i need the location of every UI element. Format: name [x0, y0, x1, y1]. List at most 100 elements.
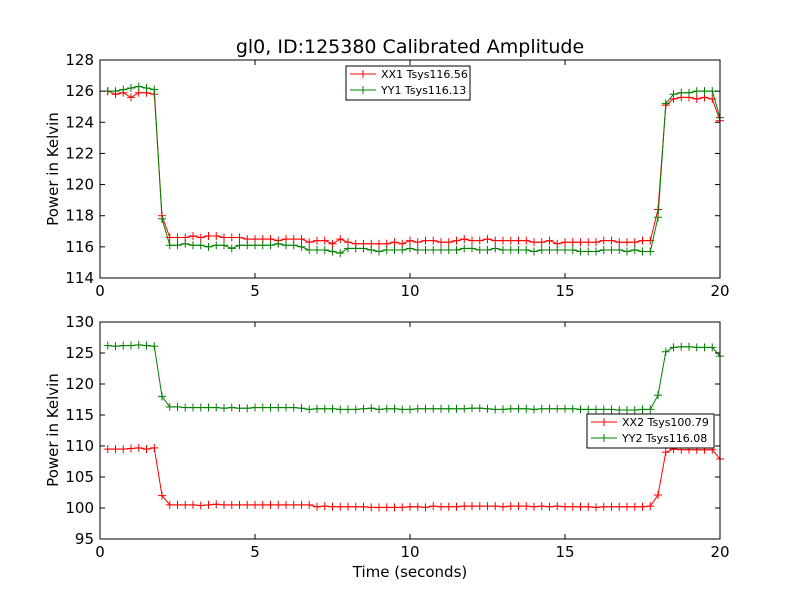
chart-bottom-series-0-point: [592, 503, 600, 512]
chart-bottom-legend-label-yy2: YY2 Tsys116.08: [621, 432, 707, 445]
chart-top-series-1-point: [553, 245, 562, 254]
chart-top-series-1-point: [530, 247, 538, 256]
chart-top-series-1-point: [142, 84, 151, 93]
chart-bottom-series-0-point: [545, 502, 554, 511]
chart-top-series-0-point: [468, 236, 476, 245]
chart-top-series-0-point: [615, 238, 624, 247]
chart-bottom-series-1-point: [142, 341, 151, 350]
chart-top-series-1-point: [375, 247, 383, 256]
chart-bottom-series-1-point: [530, 405, 538, 414]
chart-top-series-0-point: [444, 238, 453, 247]
chart-bottom-ytick-label: 120: [65, 375, 94, 393]
chart-bottom-xtick-label: 15: [555, 543, 574, 561]
chart-top-series-0-point: [429, 236, 438, 245]
chart-top-series-1-point: [351, 244, 360, 253]
chart-bottom-series-0-point: [452, 502, 461, 511]
chart-top-series-0-point: [406, 236, 414, 245]
chart-bottom-series-1-point: [258, 403, 267, 412]
chart-top-series-1-point: [537, 245, 546, 254]
chart-top-series-0-point: [413, 238, 422, 247]
chart-bottom-series-0-point: [530, 502, 538, 511]
chart-bottom-series-1-point: [282, 403, 290, 412]
chart-top-series-1-point: [452, 245, 461, 254]
chart-bottom-series-0-point: [127, 444, 135, 453]
chart-top-series-1-point: [158, 214, 166, 223]
chart-bottom-series-1-point: [336, 405, 345, 414]
chart-bottom-series-1-point: [506, 404, 515, 413]
chart-top-series-0-point: [692, 94, 701, 103]
chart-bottom-series-1-point: [499, 405, 507, 414]
chart-top-series-1-point: [258, 241, 267, 250]
chart-bottom-series-0-point: [607, 502, 616, 511]
chart-bottom-series-0-point: [158, 491, 166, 500]
chart-bottom-series-0-point: [165, 500, 174, 509]
chart-top-series-1-point: [700, 87, 709, 96]
chart-top-series-1-point: [646, 247, 655, 256]
chart-bottom-series-1-point: [103, 341, 112, 350]
chart-bottom-series-1-point: [460, 404, 469, 413]
chart-top-plot-area: [103, 82, 724, 258]
chart-top-series-0-point: [499, 236, 507, 245]
chart-bottom-ytick-label: 125: [65, 344, 94, 362]
chart-top-legend-label-xx1: XX1 Tsys116.56: [381, 68, 468, 81]
chart-top-series-1-point: [475, 245, 484, 254]
chart-bottom: 0 5 10 15 20 95 100 105 110 115 120 125 130 Power in…: [44, 313, 730, 581]
chart-top-series-0-point: [592, 238, 600, 247]
chart-top: gl0, ID:125380 Calibrated Amplitude 0 5 10…: [44, 36, 730, 300]
chart-top-series-0-point: [220, 233, 228, 242]
chart-bottom-series-0-point: [297, 500, 306, 509]
chart-top-series-1-point: [336, 249, 345, 258]
chart-bottom-series-0-point: [553, 502, 562, 511]
chart-top-series-0-point: [452, 236, 461, 245]
chart-bottom-series-1-point: [584, 405, 593, 414]
chart-top-series-1-point: [227, 244, 236, 253]
chart-bottom-series-0-point: [119, 445, 128, 454]
chart-bottom-series-1-point: [468, 404, 476, 413]
chart-top-series-1-point: [615, 245, 624, 254]
chart-top-series-0-point: [584, 238, 593, 247]
chart-bottom-xtick-label: 10: [400, 543, 419, 561]
chart-top-series-1-point: [359, 244, 368, 253]
chart-bottom-series-1-point: [313, 404, 321, 413]
chart-bottom-series-0-point: [189, 500, 197, 509]
chart-top-series-1-point: [119, 85, 128, 94]
chart-bottom-series-1-point: [654, 391, 662, 400]
chart-top-series-0-point: [460, 235, 469, 244]
chart-bottom-series-0-point: [623, 502, 631, 511]
chart-bottom-series-0-point: [196, 501, 205, 510]
chart-bottom-series-1-point: [475, 404, 484, 413]
chart-top-series-1-point: [282, 241, 290, 250]
chart-bottom-series-0-point: [421, 503, 430, 512]
chart-top-series-0-point: [599, 236, 608, 245]
chart-bottom-series-1-point: [623, 406, 631, 415]
chart-bottom-series-1-point: [351, 405, 360, 414]
chart-bottom-series-0-point: [382, 503, 391, 512]
chart-bottom-ytick-label: 130: [65, 313, 94, 331]
chart-bottom-series-1-point: [553, 404, 562, 413]
chart-bottom-ylabel: Power in Kelvin: [44, 373, 62, 487]
chart-bottom-series-0-point: [514, 502, 523, 511]
chart-bottom-series-1-point: [568, 404, 577, 413]
chart-bottom-series-0-point: [413, 502, 422, 511]
chart-top-ytick-label: 118: [65, 207, 94, 225]
chart-top-series-0-point: [514, 236, 523, 245]
chart-bottom-series-1-point: [630, 406, 639, 415]
chart-top-series-0-point: [491, 236, 500, 245]
chart-top-series-1-point: [638, 247, 647, 256]
chart-top-series-0-point: [375, 239, 383, 248]
chart-top-series-1-point: [623, 247, 631, 256]
chart-top-xtick-label: 0: [95, 282, 105, 300]
chart-top-series-1-point: [243, 241, 252, 250]
chart-top-series-0-point: [530, 238, 538, 247]
chart-bottom-series-0-point: [103, 445, 112, 454]
chart-bottom-series-1-point: [204, 403, 213, 412]
chart-bottom-series-0-point: [576, 502, 585, 511]
chart-bottom-series-1-point: [328, 404, 337, 413]
chart-top-series-1-point: [413, 245, 422, 254]
chart-top-xtick-label: 20: [710, 282, 729, 300]
chart-bottom-axes: 0 5 10 15 20 95 100 105 110 115 120 125 130: [65, 313, 729, 561]
chart-top-axes: 0 5 10 15 20 114 116 118 120 122 124 126 128: [65, 51, 729, 300]
chart-bottom-series-0-point: [320, 502, 329, 511]
chart-bottom-series-0-point: [537, 502, 546, 511]
chart-bottom-series-1-point: [165, 402, 174, 411]
